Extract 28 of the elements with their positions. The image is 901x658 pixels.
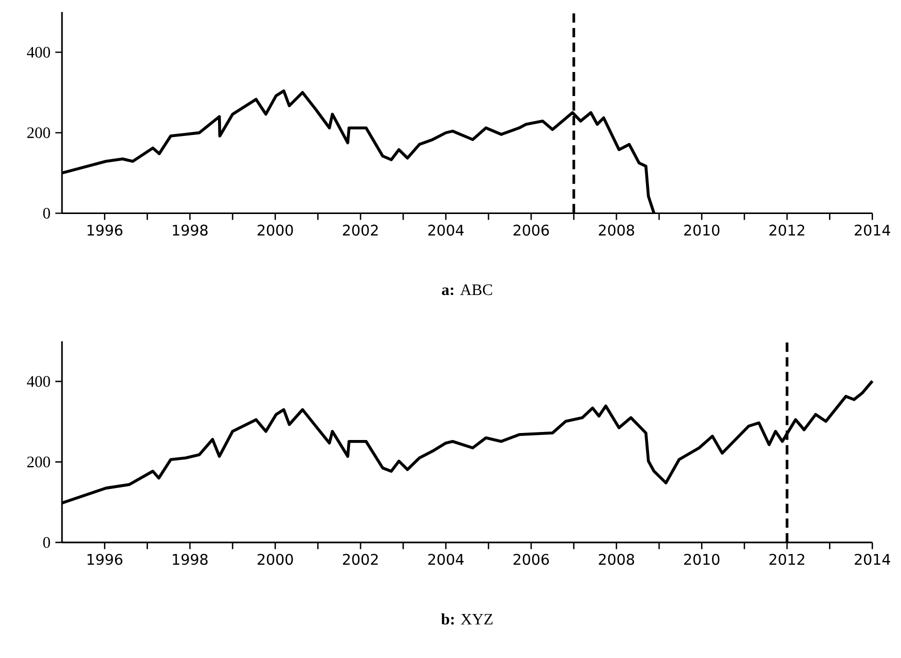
y-tick-label: 400 <box>26 376 50 387</box>
x-tick-label: 2012 <box>769 224 804 236</box>
x-tick-label: 2010 <box>684 224 720 236</box>
x-tick-label: 2014 <box>854 224 890 236</box>
x-tick-label: 2014 <box>854 554 890 565</box>
x-tick-label: 2008 <box>598 224 634 236</box>
y-tick-label: 200 <box>27 127 50 138</box>
x-tick-label: 2002 <box>342 554 378 565</box>
x-tick-label: 2002 <box>342 224 378 236</box>
y-tick-label: 200 <box>27 456 50 468</box>
x-tick-label: 2000 <box>258 554 293 565</box>
y-tick-label: 0 <box>43 208 50 218</box>
x-tick-label: 2010 <box>684 554 720 565</box>
text: b: XYZ <box>441 613 492 624</box>
x-tick-label: 1996 <box>88 554 122 565</box>
x-tick-label: 2004 <box>428 224 464 236</box>
x-tick-label: 2006 <box>514 224 549 236</box>
y-tick-label: 400 <box>26 46 50 58</box>
text: a: ABC <box>442 284 492 295</box>
x-tick-label: 2000 <box>258 224 293 236</box>
x-tick-label: 1998 <box>172 554 208 565</box>
x-tick-label: 2006 <box>514 554 549 565</box>
x-tick-label: 2012 <box>769 554 804 565</box>
x-tick-label: 1998 <box>172 224 208 236</box>
x-tick-label: 1996 <box>88 224 122 236</box>
y-tick-label: 0 <box>43 536 50 548</box>
x-tick-label: 2008 <box>598 554 634 565</box>
x-tick-label: 2004 <box>428 554 464 565</box>
